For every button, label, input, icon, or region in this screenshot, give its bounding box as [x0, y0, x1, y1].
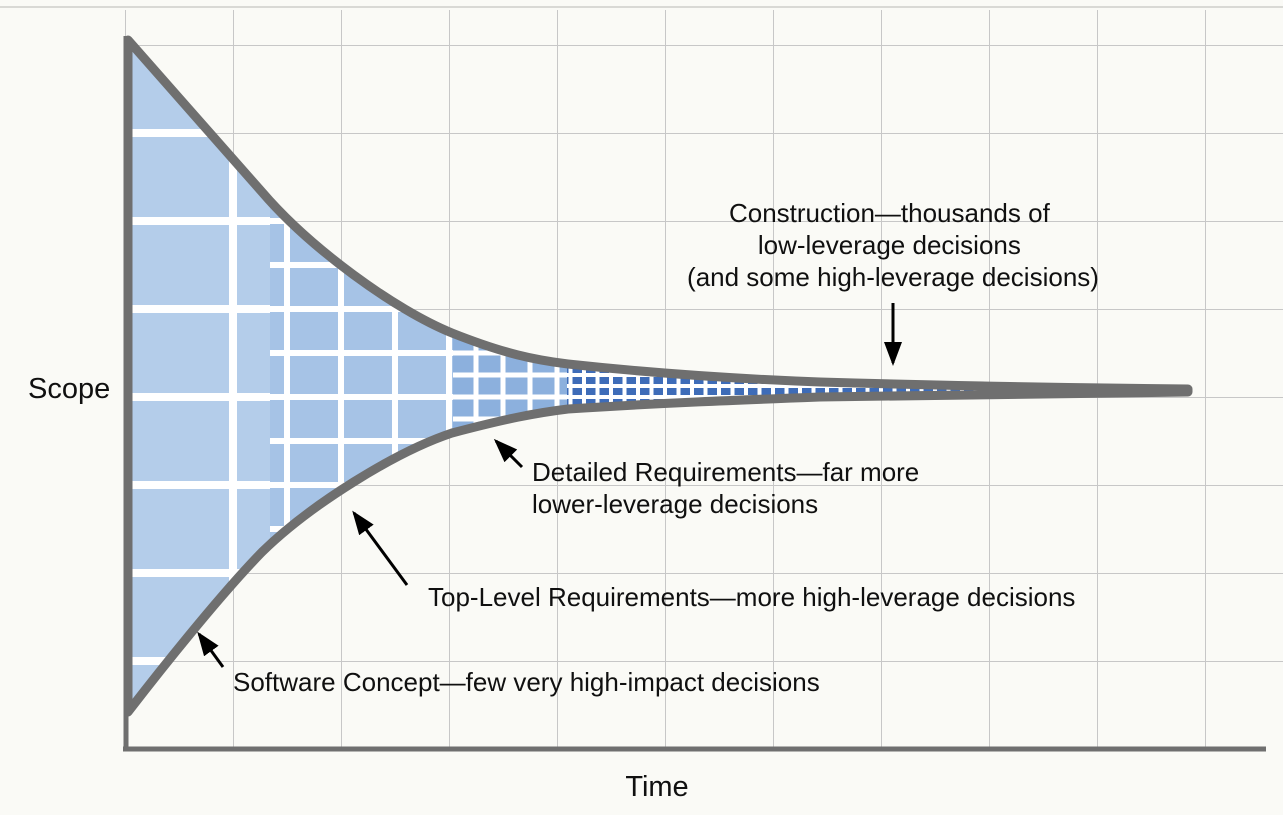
construction-label-line1: Construction—thousands of	[729, 198, 1051, 228]
construction-label-line3: (and some high-leverage decisions)	[687, 262, 1099, 292]
y-axis-label: Scope	[28, 373, 110, 405]
construction-label: Construction—thousands of low-leverage d…	[687, 198, 1099, 292]
software-concept-label: Software Concept—few very high-impact de…	[233, 667, 820, 697]
detailed-requirements-line2: lower-leverage decisions	[532, 489, 818, 519]
detailed-requirements-line1: Detailed Requirements—far more	[532, 457, 919, 487]
detailed-requirements-label: Detailed Requirements—far more lower-lev…	[532, 457, 927, 519]
top-level-requirements-label: Top-Level Requirements—more high-leverag…	[428, 582, 1075, 612]
x-axis-label: Time	[625, 771, 688, 803]
top-level-requirements-arrow	[352, 510, 409, 586]
construction-label-line2: low-leverage decisions	[758, 230, 1021, 260]
software-concept-arrow	[197, 631, 225, 668]
detailed-requirements-arrow	[493, 438, 524, 469]
